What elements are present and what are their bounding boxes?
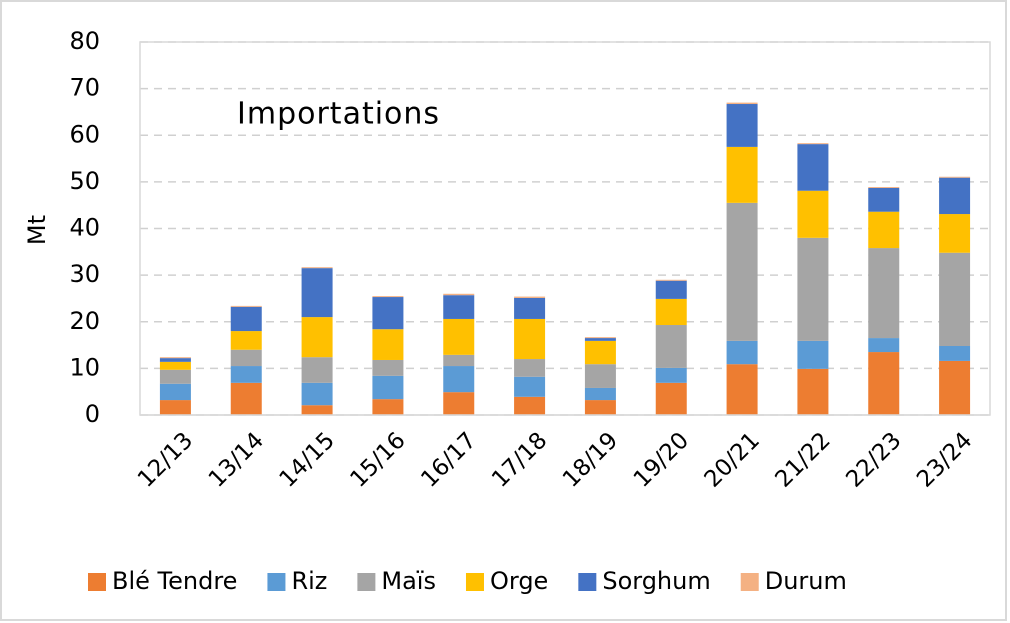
- bar-segment: [868, 338, 900, 353]
- y-tick-label: 0: [85, 400, 100, 428]
- legend-label: Maïs: [381, 567, 436, 595]
- bar-segment: [655, 325, 687, 368]
- bar-segment: [514, 297, 546, 319]
- bar-segment: [584, 364, 616, 388]
- bar-segment: [655, 279, 687, 281]
- bar-segment: [443, 354, 475, 367]
- bar-segment: [443, 366, 475, 393]
- bar-segment: [514, 396, 546, 415]
- bar-segment: [230, 349, 262, 367]
- bar-segment: [514, 296, 546, 298]
- bar-segment: [230, 366, 262, 383]
- bar-segment: [939, 177, 971, 215]
- bar-segment: [584, 387, 616, 401]
- bar-segment: [514, 318, 546, 360]
- bar-segment: [159, 383, 191, 401]
- bar-segment: [372, 399, 404, 415]
- bar-segment: [372, 329, 404, 360]
- bar-segment: [868, 352, 900, 415]
- y-tick-label: 70: [69, 74, 100, 102]
- bar-segment: [159, 361, 191, 370]
- y-tick-label: 20: [69, 307, 100, 335]
- legend-swatch: [578, 573, 597, 591]
- y-axis-label: Mt: [23, 215, 51, 245]
- bar-segment: [726, 146, 758, 203]
- y-tick-label: 80: [69, 27, 100, 55]
- bar-segment: [372, 296, 404, 298]
- annotation: Importations: [237, 97, 440, 132]
- bar-segment: [868, 248, 900, 339]
- bar-segment: [301, 382, 333, 406]
- bar-segment: [726, 340, 758, 365]
- bar-segment: [301, 317, 333, 358]
- bar-segment: [443, 293, 475, 296]
- bar-segment: [443, 392, 475, 415]
- bar-segment: [159, 369, 191, 384]
- legend-swatch: [465, 573, 484, 591]
- legend-label: Blé Tendre: [112, 567, 237, 595]
- bar-segment: [301, 357, 333, 383]
- bar-segment: [584, 337, 616, 339]
- bar-segment: [797, 190, 829, 238]
- bar-segment: [655, 298, 687, 326]
- bar-segment: [939, 252, 971, 346]
- legend-swatch: [88, 573, 106, 591]
- y-tick-label: 10: [69, 353, 100, 381]
- bar-segment: [159, 358, 191, 362]
- bar-segment: [655, 382, 687, 415]
- legend-label: Sorghum: [602, 567, 710, 595]
- y-tick-label: 30: [69, 260, 100, 288]
- bar-segment: [584, 400, 616, 415]
- bar-segment: [726, 202, 758, 341]
- bar-segment: [726, 102, 758, 105]
- bar-segment: [301, 268, 333, 318]
- legend-label: Riz: [291, 567, 327, 595]
- bar-segment: [584, 340, 616, 365]
- bar-segment: [726, 364, 758, 415]
- bar-segment: [230, 306, 262, 332]
- bar-segment: [726, 104, 758, 147]
- bar-segment: [868, 187, 900, 188]
- bar-segment: [230, 382, 262, 415]
- bar-segment: [514, 376, 546, 397]
- bar-segment: [159, 400, 191, 415]
- bar-segment: [797, 340, 829, 369]
- legend-swatch: [357, 573, 376, 591]
- bar-segment: [939, 345, 971, 361]
- legend-label: Orge: [490, 567, 548, 595]
- legend-swatch: [740, 573, 759, 591]
- bar-segment: [797, 143, 829, 145]
- bar-segment: [868, 211, 900, 249]
- bar-segment: [939, 360, 971, 415]
- y-tick-label: 40: [69, 214, 100, 242]
- bar-segment: [655, 367, 687, 383]
- bar-segment: [372, 359, 404, 376]
- bar-segment: [584, 338, 616, 341]
- bar-segment: [230, 305, 262, 307]
- legend-label: Durum: [765, 567, 847, 595]
- bar-segment: [301, 405, 333, 415]
- bar-segment: [301, 267, 333, 269]
- bar-segment: [372, 297, 404, 330]
- bar-segment: [159, 357, 191, 359]
- bar-segment: [443, 318, 475, 355]
- bar-segment: [230, 331, 262, 350]
- bar-segment: [797, 368, 829, 415]
- bar-segment: [514, 359, 546, 377]
- y-tick-label: 50: [69, 167, 100, 195]
- bar-segment: [655, 280, 687, 299]
- bar-segment: [372, 375, 404, 400]
- bar-segment: [797, 144, 829, 191]
- bar-segment: [868, 187, 900, 212]
- bar-segment: [939, 176, 971, 178]
- bar-segment: [443, 295, 475, 319]
- y-tick-label: 60: [69, 120, 100, 148]
- bar-segment: [939, 214, 971, 253]
- bar-segment: [797, 237, 829, 341]
- legend-swatch: [267, 573, 286, 591]
